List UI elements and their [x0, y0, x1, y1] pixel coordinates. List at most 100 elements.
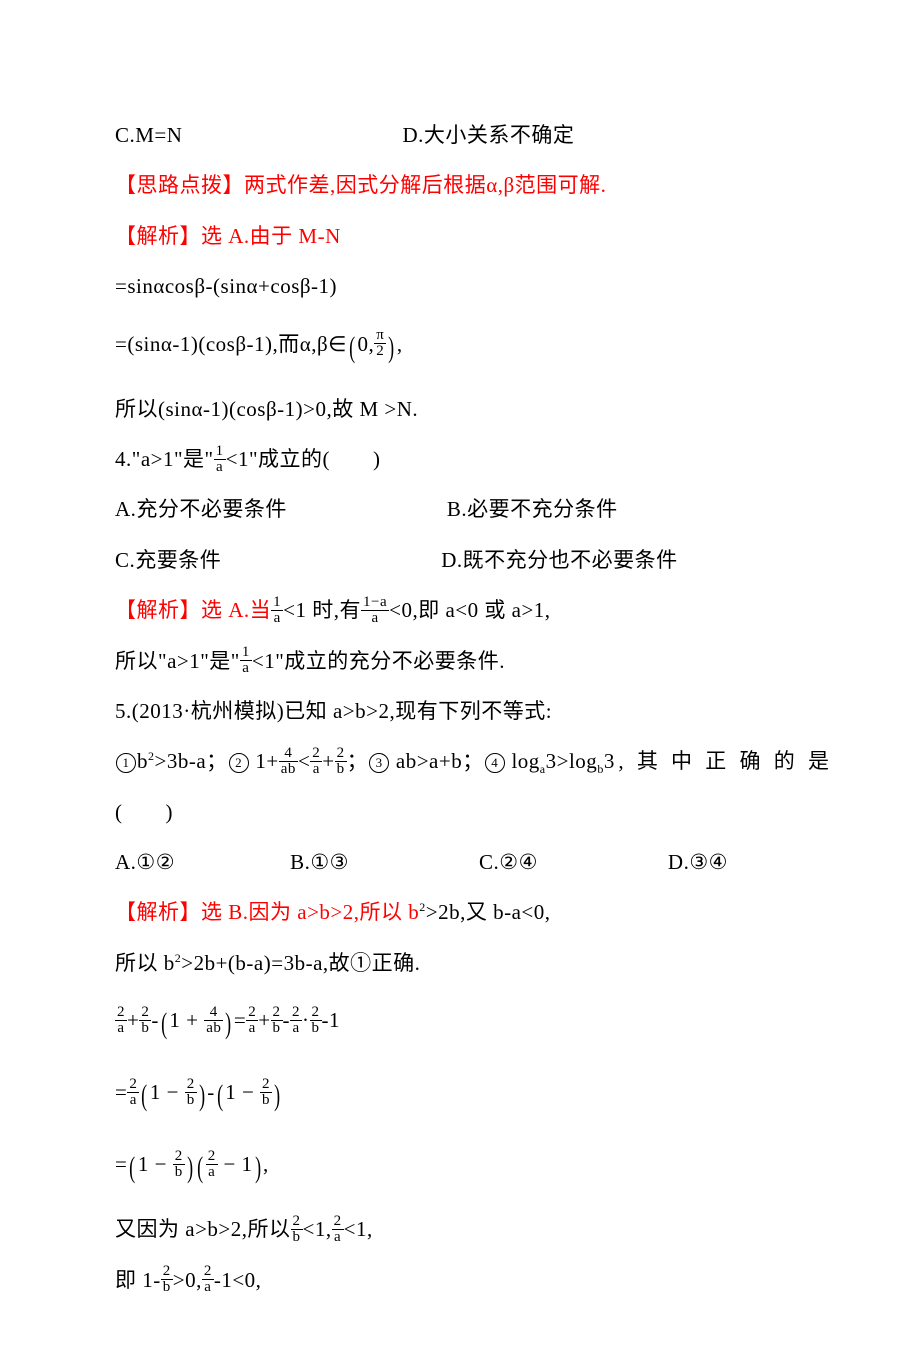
document-page: C.M=ND.大小关系不确定 【思路点拨】两式作差,因式分解后根据α,β范围可解… [0, 0, 920, 1365]
text-line: 又因为 a>b>2,所以2b<1,2a<1, [115, 1204, 805, 1254]
text: − 1 [218, 1152, 253, 1176]
paren-open-icon: ( [349, 312, 355, 384]
fraction: 2a [246, 1005, 258, 1036]
fraction: 2b [335, 746, 347, 777]
fraction: 2b [310, 1005, 322, 1036]
text: ab>a+b； [390, 749, 484, 773]
text-line: 所以"a>1"是"1a<1"成立的充分不必要条件. [115, 636, 805, 686]
analysis-line: 【解析】选 A.由于 M-N [115, 211, 805, 261]
text: b [137, 749, 148, 773]
option-b: B.必要不充分条件 [447, 497, 618, 521]
fraction: 4ab [204, 1005, 223, 1036]
options-line: 1b2>3b-a；2 1+4ab<2a+2b；3 ab>a+b；4 loga3>… [115, 736, 805, 786]
text: , [397, 332, 403, 356]
text: >3b-a； [155, 749, 228, 773]
text: + [322, 749, 334, 773]
paren-open-icon: ( [217, 1060, 223, 1132]
analysis-label: 【解析】选 A.当 [115, 598, 271, 622]
analysis-label: 【解析】选 B.因为 a>b>2,所以 b [115, 900, 419, 924]
text: <1"成立的( ) [226, 447, 381, 471]
text: <1, [303, 1217, 332, 1241]
fraction: 2b [139, 1005, 151, 1036]
text: + [258, 1008, 270, 1032]
text: >2b+(b-a)=3b-a,故①正确. [181, 951, 420, 975]
fraction: 2b [291, 1214, 303, 1245]
fraction: 2a [206, 1149, 218, 1180]
fraction: 2a [290, 1005, 302, 1036]
option-row: C.充要条件D.既不充分也不必要条件 [115, 535, 805, 585]
paren-open-icon: ( [129, 1132, 135, 1204]
fraction: 2b [260, 1077, 272, 1108]
text: · [302, 1008, 310, 1032]
text: 0, [357, 332, 374, 356]
fraction: 2a [202, 1264, 214, 1295]
circle-3-icon: 3 [369, 753, 389, 773]
text-line: 即 1-2b>0,2a-1<0, [115, 1255, 805, 1305]
text: 所以"a>1"是" [115, 649, 240, 673]
fraction: 4ab [279, 746, 298, 777]
equation-line: 所以(sinα-1)(cosβ-1)>0,故 M >N. [115, 384, 805, 434]
text: ； [347, 749, 369, 773]
circle-1-icon: 1 [116, 753, 136, 773]
fraction: 1−aa [361, 595, 389, 626]
question-line: 5.(2013·杭州模拟)已知 a>b>2,现有下列不等式: [115, 686, 805, 736]
text: , [263, 1152, 269, 1176]
text: -1 [322, 1008, 341, 1032]
text: <1 时,有 [283, 598, 361, 622]
fraction: 1a [240, 645, 252, 676]
paren-close-icon: ) [274, 1060, 280, 1132]
equation-line: =sinαcosβ-(sinα+cosβ-1) [115, 261, 805, 311]
text: 3, 其 中 正 确 的 是 [604, 749, 833, 773]
text: <1"成立的充分不必要条件. [252, 649, 505, 673]
text: 1 − [150, 1080, 179, 1104]
option-b: B.①③ [290, 850, 349, 874]
text: 所以 b [115, 951, 175, 975]
text: 3>log [546, 749, 598, 773]
option-row: A.①②B.①③C.②④D.③④ [115, 837, 805, 887]
text: <0,即 a<0 或 a>1, [389, 598, 550, 622]
blank-line: ( ) [115, 787, 805, 837]
text: =(sinα-1)(cosβ-1),而α,β∈ [115, 332, 347, 356]
text: log [506, 749, 540, 773]
fraction: 2b [161, 1264, 173, 1295]
text: 1 − [225, 1080, 254, 1104]
text: -1<0, [214, 1268, 262, 1292]
text: 又因为 a>b>2,所以 [115, 1217, 291, 1241]
option-row: A.充分不必要条件 B.必要不充分条件 [115, 484, 805, 534]
fraction: 2a [127, 1077, 139, 1108]
option-c: C.②④ [479, 850, 538, 874]
text: <1, [344, 1217, 373, 1241]
fraction: 1a [214, 444, 226, 475]
option-c: C.M=N [115, 123, 182, 147]
option-a: A.充分不必要条件 [115, 497, 287, 521]
fraction: 1a [271, 595, 283, 626]
text-line: 所以 b2>2b+(b-a)=3b-a,故①正确. [115, 938, 805, 988]
paren-close-icon: ) [388, 312, 394, 384]
paren-close-icon: ) [255, 1132, 261, 1204]
analysis-line: 【解析】选 B.因为 a>b>2,所以 b2>2b,又 b-a<0, [115, 887, 805, 937]
text: >0, [173, 1268, 202, 1292]
text: - [151, 1008, 159, 1032]
option-d: D.③④ [668, 850, 728, 874]
text: 1 − [138, 1152, 167, 1176]
text: = [234, 1008, 246, 1032]
fraction: 2a [115, 1005, 127, 1036]
text: = [115, 1152, 127, 1176]
paren-close-icon: ) [187, 1132, 193, 1204]
text: = [115, 1080, 127, 1104]
text: < [298, 749, 310, 773]
circle-2-icon: 2 [229, 753, 249, 773]
equation-line: =(sinα-1)(cosβ-1),而α,β∈(0,π2), [115, 312, 805, 384]
analysis-line: 【解析】选 A.当1a<1 时,有1−aa<0,即 a<0 或 a>1, [115, 585, 805, 635]
paren-open-icon: ( [161, 988, 167, 1060]
equation-line: =2a(1 − 2b)-(1 − 2b) [115, 1060, 805, 1132]
text: - [207, 1080, 215, 1104]
question-line: 4."a>1"是"1a<1"成立的( ) [115, 434, 805, 484]
text: - [283, 1008, 291, 1032]
fraction: π2 [374, 328, 386, 359]
analysis-label: 【解析】选 A.由于 M-N [115, 224, 341, 248]
text: 1+ [250, 749, 279, 773]
text: >2b,又 b-a<0, [426, 900, 551, 924]
fraction: 2a [310, 746, 322, 777]
paren-close-icon: ) [225, 988, 231, 1060]
